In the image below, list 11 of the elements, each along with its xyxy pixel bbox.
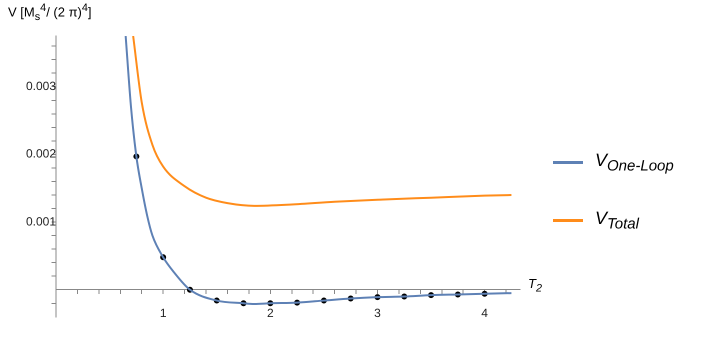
x-tick-label: 1: [160, 306, 167, 320]
x-axis-title: T$_{2}$: [528, 276, 542, 294]
y-tick-label: 0.002: [26, 146, 56, 161]
y-tick-label: 0.003: [26, 79, 56, 94]
x-tick-label: 2: [266, 306, 274, 320]
y-axis-title: V [M$_{s}$$^{4}$/ (2 π)$^{4}$]: [8, 2, 92, 23]
legend-label: V$_{One-Loop}$: [595, 150, 674, 174]
y-tick-label: 0.001: [26, 214, 56, 228]
legend-label: V$_{Total}$: [595, 208, 639, 232]
x-tick-label: 3: [374, 306, 382, 320]
x-tick-label: 4: [481, 306, 488, 320]
